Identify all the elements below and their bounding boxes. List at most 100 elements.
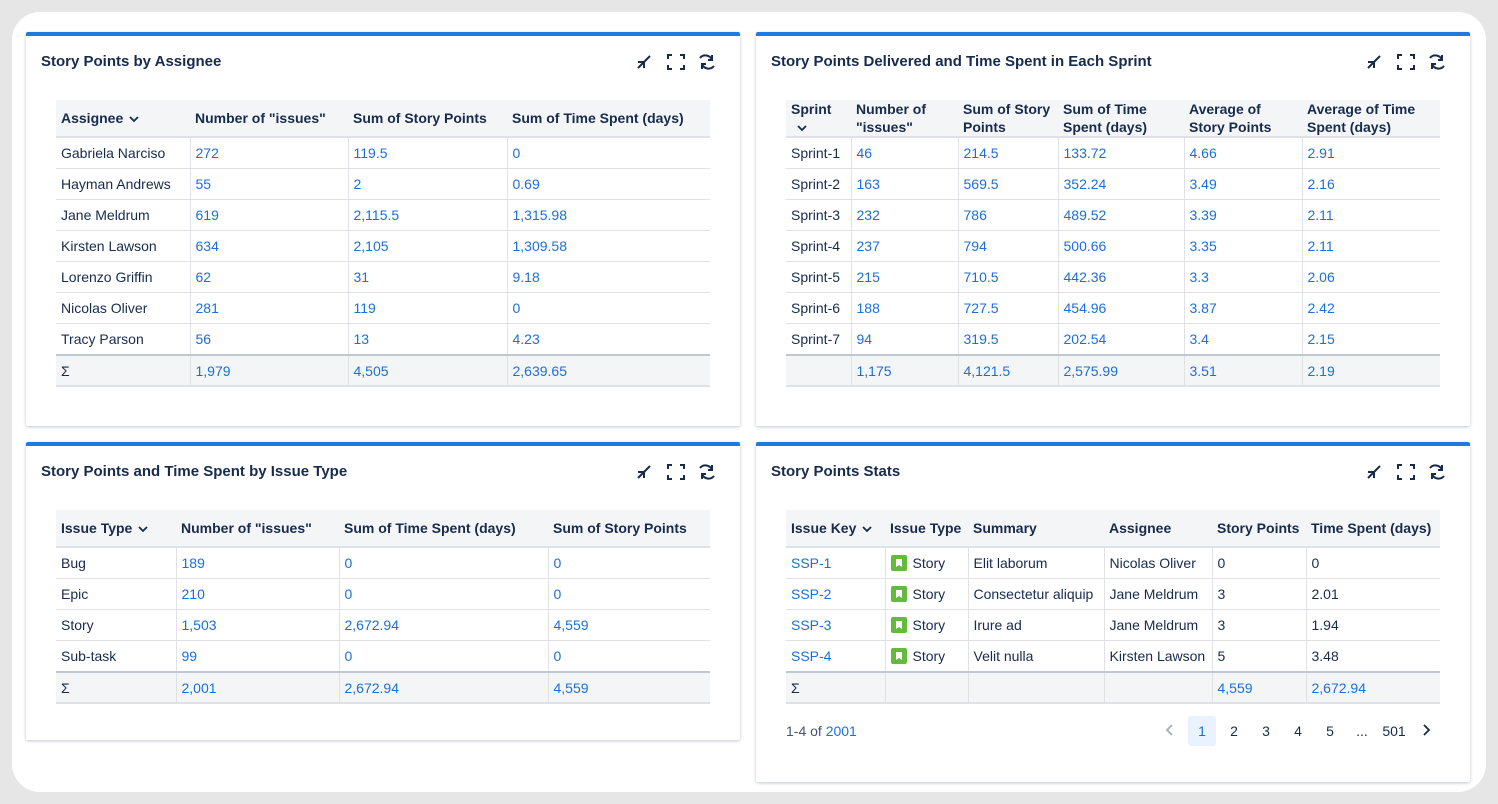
total-value[interactable]: 4,121.5 [963, 362, 1011, 379]
cell-link[interactable]: 0 [344, 648, 353, 664]
cell-link[interactable]: 9.18 [512, 269, 540, 285]
cell-link[interactable]: 4.66 [1189, 145, 1217, 161]
cell-link[interactable]: 786 [963, 207, 987, 223]
cell-link[interactable]: 4,559 [553, 617, 589, 633]
cell-link[interactable]: 163 [856, 176, 880, 192]
page-button[interactable]: 5 [1326, 723, 1334, 739]
cell-link[interactable]: SSP-3 [791, 617, 832, 633]
panel-actions[interactable] [1364, 462, 1450, 487]
cell-link[interactable]: 727.5 [963, 300, 999, 316]
cell-link[interactable]: 2 [353, 176, 362, 192]
cell-link[interactable]: 0 [512, 145, 521, 161]
cell-link[interactable]: 2.42 [1307, 300, 1335, 316]
total-value[interactable]: 4,559 [553, 679, 589, 696]
cell-link[interactable]: 202.54 [1063, 331, 1107, 347]
total-value[interactable]: 2,672.94 [344, 679, 400, 696]
cell-link[interactable]: 1,503 [181, 617, 217, 633]
total-count[interactable]: 2001 [825, 723, 857, 739]
column-header[interactable]: Sprint [786, 100, 851, 138]
cell-link[interactable]: 3.39 [1189, 207, 1217, 223]
cell-link[interactable]: 272 [195, 145, 219, 161]
cell-link[interactable]: 62 [195, 269, 212, 285]
cell-link[interactable]: 794 [963, 238, 987, 254]
cell-link[interactable]: SSP-2 [791, 586, 832, 602]
cell-link[interactable]: 281 [195, 300, 219, 316]
column-header[interactable]: Issue Key [786, 510, 885, 548]
total-value[interactable]: 1,175 [856, 362, 892, 379]
cell-link[interactable]: 3.87 [1189, 300, 1217, 316]
panel-actions[interactable] [634, 52, 720, 77]
page-button[interactable]: 4 [1294, 723, 1302, 739]
page-button[interactable]: 1 [1188, 716, 1216, 746]
cell-link[interactable]: 2.11 [1307, 207, 1334, 223]
cell-link[interactable]: 0 [553, 648, 562, 664]
cell-link[interactable]: 2.91 [1307, 145, 1335, 161]
cell-link[interactable]: 3.4 [1189, 331, 1209, 347]
cell-link[interactable]: 119 [353, 300, 376, 316]
total-value[interactable]: 2,575.99 [1063, 362, 1119, 379]
cell-link[interactable]: 0 [553, 586, 562, 602]
column-header[interactable]: Assignee [56, 100, 190, 138]
page-button[interactable]: ... [1356, 723, 1368, 739]
cell-link[interactable]: 214.5 [963, 145, 999, 161]
cell-link[interactable]: 634 [195, 238, 219, 254]
cell-link[interactable]: 2.11 [1307, 238, 1334, 254]
prev-page[interactable] [1156, 716, 1184, 746]
cell-link[interactable]: 119.5 [353, 145, 388, 161]
cell-link[interactable]: 0 [344, 555, 353, 571]
next-page[interactable] [1412, 716, 1440, 746]
cell-link[interactable]: 352.24 [1063, 176, 1107, 192]
cell-link[interactable]: 1,309.58 [512, 238, 568, 254]
panel-actions[interactable] [1364, 52, 1450, 77]
cell-link[interactable]: 619 [195, 207, 219, 223]
cell-link[interactable]: 13 [353, 331, 370, 347]
cell-link[interactable]: 442.36 [1063, 269, 1107, 285]
cell-link[interactable]: 46 [856, 145, 873, 161]
total-value[interactable]: 2.19 [1307, 362, 1335, 379]
cell-link[interactable]: 319.5 [963, 331, 999, 347]
cell-link[interactable]: 215 [856, 269, 880, 285]
cell-link[interactable]: 99 [181, 648, 198, 664]
cell-link[interactable]: SSP-4 [791, 648, 832, 664]
cell-link[interactable]: 3.35 [1189, 238, 1217, 254]
cell-link[interactable]: 0 [512, 300, 521, 316]
cell-link[interactable]: 3.49 [1189, 176, 1217, 192]
cell-link[interactable]: SSP-1 [791, 555, 832, 571]
cell-link[interactable]: 2.16 [1307, 176, 1335, 192]
cell-link[interactable]: 2.15 [1307, 331, 1335, 347]
cell-link[interactable]: 454.96 [1063, 300, 1107, 316]
cell-link[interactable]: 710.5 [963, 269, 999, 285]
total-value[interactable]: 3.51 [1189, 362, 1217, 379]
cell-link[interactable]: 232 [856, 207, 880, 223]
cell-link[interactable]: 133.72 [1063, 145, 1107, 161]
cell-link[interactable]: 0 [344, 586, 353, 602]
cell-link[interactable]: 210 [181, 586, 205, 602]
cell-link[interactable]: 189 [181, 555, 205, 571]
page-button[interactable]: 2 [1230, 723, 1238, 739]
cell-link[interactable]: 94 [856, 331, 873, 347]
cell-link[interactable]: 4.23 [512, 331, 540, 347]
page-button[interactable]: 3 [1262, 723, 1270, 739]
total-value[interactable]: 2,001 [181, 679, 217, 696]
total-value[interactable]: 4,505 [353, 362, 389, 379]
cell-link[interactable]: 500.66 [1063, 238, 1107, 254]
column-header[interactable]: Issue Type [56, 510, 176, 548]
cell-link[interactable]: 0.69 [512, 176, 540, 192]
cell-link[interactable]: 3.3 [1189, 269, 1209, 285]
cell-link[interactable]: 2,672.94 [344, 617, 400, 633]
panel-actions[interactable] [634, 462, 720, 487]
cell-link[interactable]: 31 [353, 269, 370, 285]
total-value[interactable]: 2,672.94 [1311, 679, 1367, 696]
cell-link[interactable]: 2,115.5 [353, 207, 400, 223]
total-value[interactable]: 4,559 [1217, 679, 1253, 696]
cell-link[interactable]: 2,105 [353, 238, 389, 254]
cell-link[interactable]: 55 [195, 176, 212, 192]
cell-link[interactable]: 237 [856, 238, 880, 254]
cell-link[interactable]: 56 [195, 331, 212, 347]
cell-link[interactable]: 2.06 [1307, 269, 1335, 285]
total-value[interactable]: 1,979 [195, 362, 231, 379]
total-value[interactable]: 2,639.65 [512, 362, 568, 379]
cell-link[interactable]: 1,315.98 [512, 207, 568, 223]
cell-link[interactable]: 188 [856, 300, 880, 316]
cell-link[interactable]: 489.52 [1063, 207, 1107, 223]
